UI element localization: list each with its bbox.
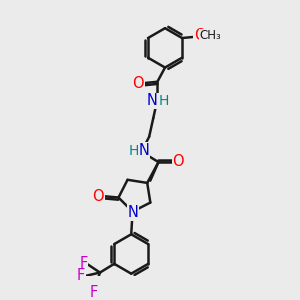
Text: CH₃: CH₃ [200, 29, 221, 42]
Text: H: H [158, 94, 169, 108]
Text: N: N [139, 143, 150, 158]
Text: H: H [129, 144, 139, 158]
Text: O: O [194, 28, 206, 43]
Text: O: O [132, 76, 144, 91]
Text: N: N [128, 205, 139, 220]
Text: O: O [172, 154, 184, 169]
Text: F: F [77, 268, 85, 283]
Text: F: F [90, 285, 98, 300]
Text: N: N [147, 93, 158, 108]
Text: F: F [79, 256, 87, 271]
Text: O: O [92, 189, 104, 204]
